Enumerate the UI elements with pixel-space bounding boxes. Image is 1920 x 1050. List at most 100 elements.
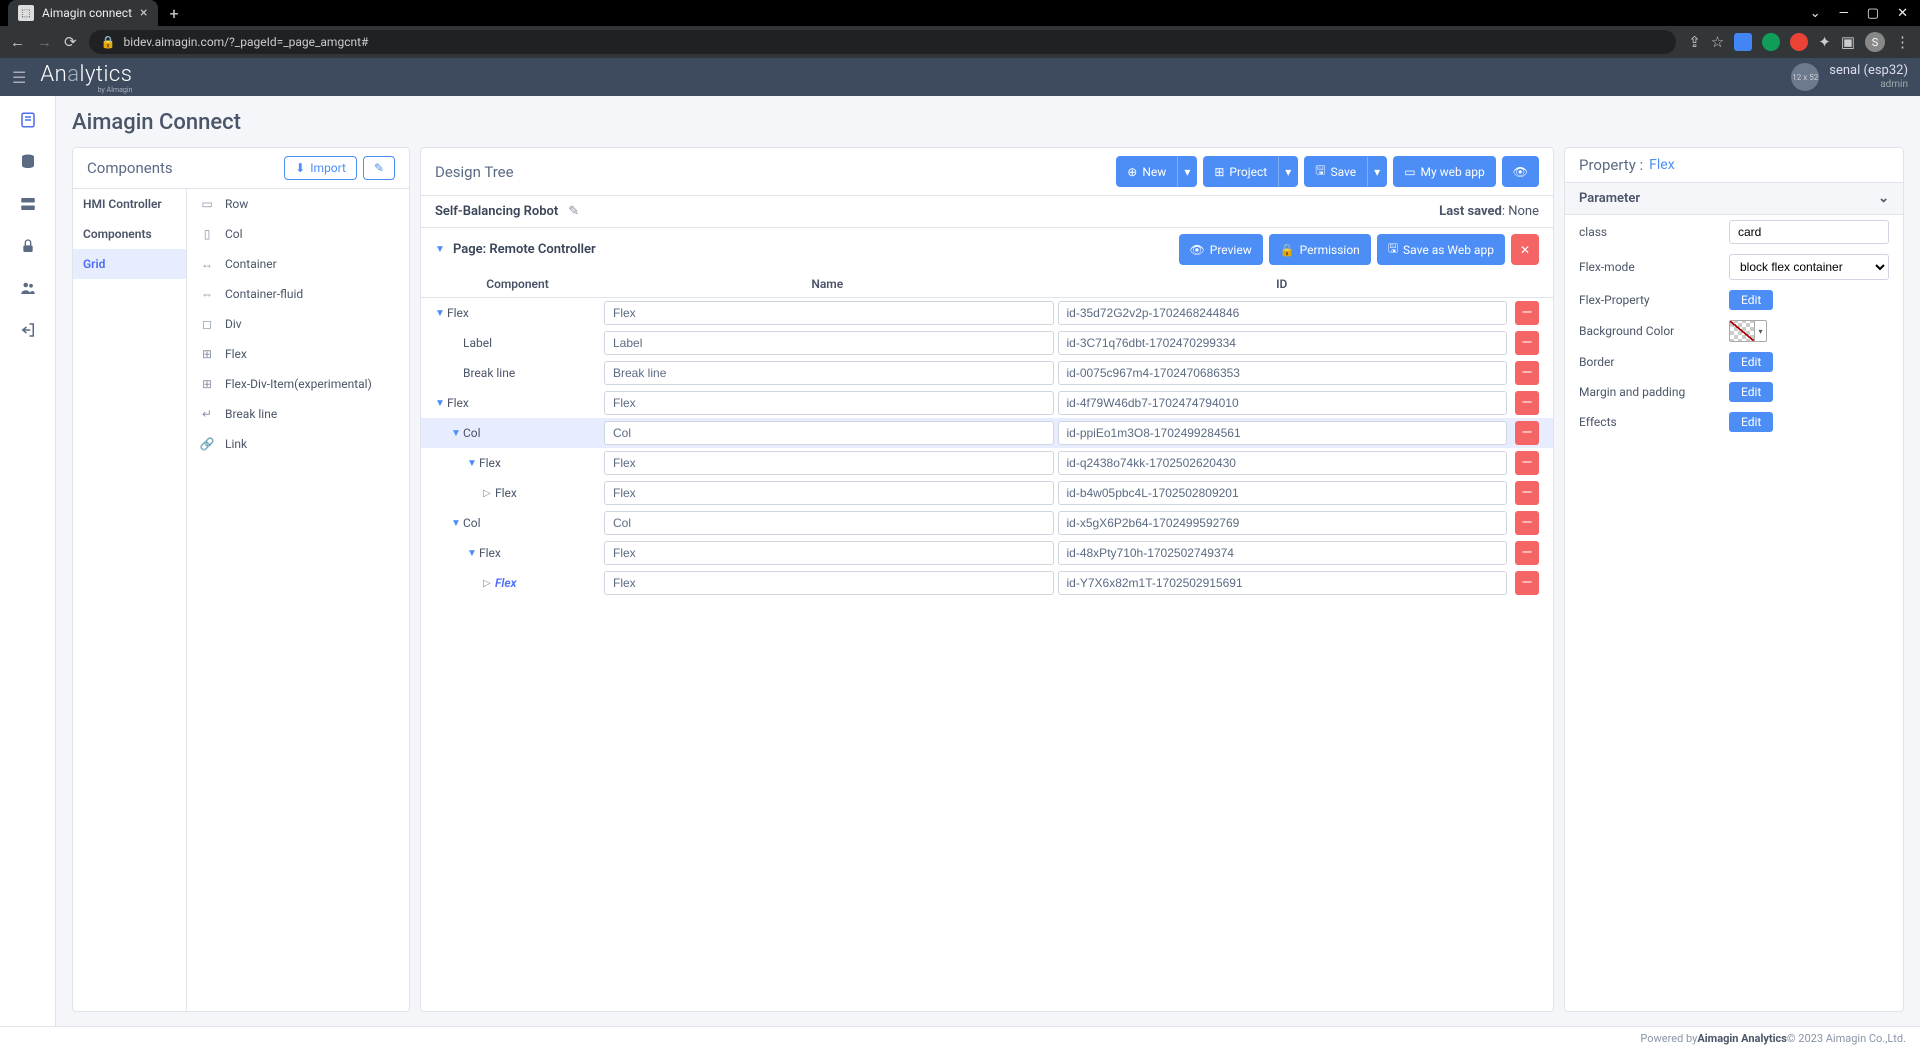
hamburger-icon[interactable]: ☰: [12, 68, 26, 87]
id-input[interactable]: [1058, 361, 1508, 385]
tree-row[interactable]: ▷Flex—: [421, 478, 1553, 508]
id-input[interactable]: [1058, 451, 1508, 475]
maximize-icon[interactable]: ▢: [1867, 6, 1879, 21]
margin-edit-button[interactable]: Edit: [1729, 382, 1773, 402]
puzzle-icon[interactable]: ✦: [1818, 33, 1831, 51]
name-input[interactable]: [604, 481, 1054, 505]
name-input[interactable]: [604, 301, 1054, 325]
delete-row-button[interactable]: —: [1515, 331, 1539, 355]
name-input[interactable]: [604, 571, 1054, 595]
sidebar-server-icon[interactable]: [18, 194, 38, 214]
page-toggle-icon[interactable]: ▼: [435, 244, 447, 255]
component-item[interactable]: ⇔Container-fluid: [187, 279, 409, 309]
chevron-down-icon[interactable]: ⌄: [1810, 6, 1821, 21]
view-button[interactable]: 👁: [1502, 156, 1539, 187]
tree-row[interactable]: ▼Label—: [421, 328, 1553, 358]
new-dropdown[interactable]: ▾: [1177, 156, 1197, 187]
minimize-icon[interactable]: —: [1839, 6, 1849, 21]
edit-button[interactable]: ✎: [363, 156, 395, 180]
sidebar-database-icon[interactable]: [18, 152, 38, 172]
reload-icon[interactable]: ⟳: [64, 33, 77, 51]
component-item[interactable]: ▭Row: [187, 189, 409, 219]
component-item[interactable]: ↵Break line: [187, 399, 409, 429]
close-window-icon[interactable]: ✕: [1897, 6, 1908, 21]
component-item[interactable]: 🔗Link: [187, 429, 409, 459]
component-item[interactable]: ⊞Flex: [187, 339, 409, 369]
close-tab-icon[interactable]: ×: [140, 5, 147, 21]
extension-icon[interactable]: [1762, 33, 1780, 51]
name-input[interactable]: [604, 331, 1054, 355]
border-edit-button[interactable]: Edit: [1729, 352, 1773, 372]
tree-row[interactable]: ▼Flex—: [421, 448, 1553, 478]
edit-name-icon[interactable]: ✎: [568, 204, 579, 219]
collapse-icon[interactable]: ▼: [435, 398, 447, 409]
my-web-app-button[interactable]: ▭ My web app: [1393, 156, 1496, 187]
component-category[interactable]: Grid: [73, 249, 186, 279]
permission-button[interactable]: 🔒 Permission: [1269, 234, 1371, 265]
expand-icon[interactable]: ▷: [483, 488, 495, 499]
import-button[interactable]: ⬇ Import: [284, 156, 357, 180]
save-button[interactable]: 🖫 Save: [1304, 156, 1367, 187]
delete-row-button[interactable]: —: [1515, 361, 1539, 385]
delete-row-button[interactable]: —: [1515, 301, 1539, 325]
sidebar-page-icon[interactable]: [18, 110, 38, 130]
tree-row[interactable]: ▼Flex—: [421, 388, 1553, 418]
extension-icon[interactable]: [1790, 33, 1808, 51]
collapse-icon[interactable]: ▼: [451, 518, 463, 529]
panel-icon[interactable]: ▣: [1841, 33, 1855, 51]
effects-edit-button[interactable]: Edit: [1729, 412, 1773, 432]
profile-avatar[interactable]: S: [1865, 32, 1885, 52]
component-category[interactable]: HMI Controller: [73, 189, 186, 219]
collapse-icon[interactable]: ▼: [451, 428, 463, 439]
flex-property-edit-button[interactable]: Edit: [1729, 290, 1773, 310]
tree-row[interactable]: ▼Col—: [421, 418, 1553, 448]
sidebar-users-icon[interactable]: [18, 278, 38, 298]
project-button[interactable]: ⊞ Project: [1203, 156, 1278, 187]
tree-row[interactable]: ▼Col—: [421, 508, 1553, 538]
extension-icon[interactable]: [1734, 33, 1752, 51]
browser-tab[interactable]: ⬚ Aimagin connect ×: [8, 0, 158, 26]
tree-row[interactable]: ▼Flex—: [421, 538, 1553, 568]
new-button[interactable]: ⊕ New: [1116, 156, 1177, 187]
save-as-web-button[interactable]: 🖫 Save as Web app: [1377, 234, 1505, 265]
id-input[interactable]: [1058, 481, 1508, 505]
star-icon[interactable]: ☆: [1711, 33, 1724, 51]
id-input[interactable]: [1058, 571, 1508, 595]
tree-row[interactable]: ▼Break line—: [421, 358, 1553, 388]
class-input[interactable]: [1729, 220, 1889, 244]
component-item[interactable]: ◻Div: [187, 309, 409, 339]
name-input[interactable]: [604, 361, 1054, 385]
share-icon[interactable]: ⇪: [1688, 33, 1701, 51]
delete-row-button[interactable]: —: [1515, 511, 1539, 535]
name-input[interactable]: [604, 511, 1054, 535]
preview-button[interactable]: 👁 Preview: [1179, 234, 1263, 265]
tree-row[interactable]: ▷Flex—: [421, 568, 1553, 598]
menu-dots-icon[interactable]: ⋮: [1895, 33, 1910, 51]
project-dropdown[interactable]: ▾: [1278, 156, 1298, 187]
component-item[interactable]: ⊞Flex-Div-Item(experimental): [187, 369, 409, 399]
delete-row-button[interactable]: —: [1515, 391, 1539, 415]
delete-page-button[interactable]: ✕: [1511, 234, 1539, 265]
component-category[interactable]: Components: [73, 219, 186, 249]
name-input[interactable]: [604, 391, 1054, 415]
sidebar-exit-icon[interactable]: [18, 320, 38, 340]
component-item[interactable]: ↔Container: [187, 249, 409, 279]
id-input[interactable]: [1058, 511, 1508, 535]
component-item[interactable]: ▯Col: [187, 219, 409, 249]
delete-row-button[interactable]: —: [1515, 541, 1539, 565]
tree-row[interactable]: ▼Flex—: [421, 298, 1553, 328]
delete-row-button[interactable]: —: [1515, 571, 1539, 595]
back-icon[interactable]: ←: [10, 33, 25, 51]
user-area[interactable]: 12 x 52 senal (esp32) admin: [1791, 63, 1908, 91]
id-input[interactable]: [1058, 421, 1508, 445]
delete-row-button[interactable]: —: [1515, 481, 1539, 505]
collapse-icon[interactable]: ▼: [467, 458, 479, 469]
delete-row-button[interactable]: —: [1515, 451, 1539, 475]
collapse-icon[interactable]: ⌄: [1878, 191, 1889, 206]
name-input[interactable]: [604, 451, 1054, 475]
save-dropdown[interactable]: ▾: [1367, 156, 1387, 187]
expand-icon[interactable]: ▷: [483, 578, 495, 589]
name-input[interactable]: [604, 541, 1054, 565]
id-input[interactable]: [1058, 301, 1508, 325]
bg-color-picker[interactable]: ▾: [1729, 320, 1767, 342]
